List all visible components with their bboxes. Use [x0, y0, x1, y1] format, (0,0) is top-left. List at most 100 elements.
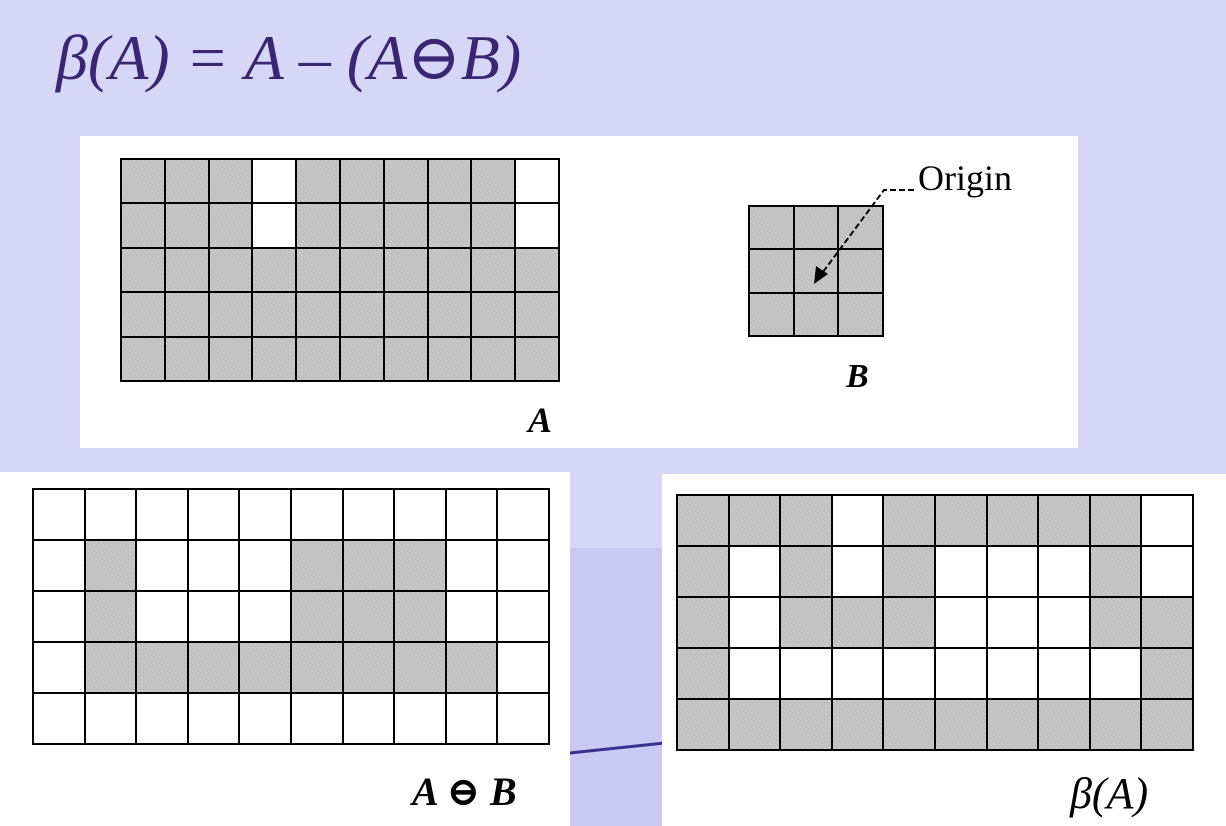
filled-cell: [678, 598, 728, 647]
filled-cell: [395, 592, 445, 641]
filled-cell: [678, 547, 728, 596]
grid-structuring-element-b: [748, 205, 884, 337]
empty-cell: [446, 592, 497, 641]
filled-cell: [297, 204, 339, 247]
empty-cell: [240, 694, 290, 743]
grid-boundary-beta-a: [676, 494, 1194, 751]
filled-cell: [781, 496, 831, 545]
empty-cell: [498, 694, 548, 743]
filled-cell: [832, 598, 883, 647]
filled-cell: [343, 643, 394, 692]
empty-cell: [1039, 598, 1089, 647]
filled-cell: [165, 248, 208, 292]
filled-cell: [794, 207, 838, 249]
filled-cell: [1039, 496, 1089, 545]
empty-cell: [987, 598, 1038, 647]
empty-cell: [395, 694, 445, 743]
empty-cell: [291, 490, 342, 539]
filled-cell: [472, 204, 515, 247]
filled-cell: [987, 496, 1038, 545]
empty-cell: [34, 541, 84, 590]
filled-cell: [428, 248, 471, 292]
filled-cell: [209, 160, 252, 203]
filled-cell: [472, 293, 515, 336]
empty-cell: [34, 592, 84, 641]
filled-cell: [384, 204, 427, 247]
filled-cell: [137, 643, 187, 692]
filled-cell: [1142, 649, 1192, 698]
empty-cell: [1142, 547, 1192, 596]
filled-cell: [1090, 547, 1141, 596]
filled-cell: [1039, 700, 1089, 749]
filled-cell: [428, 204, 471, 247]
filled-cell: [472, 160, 515, 203]
empty-cell: [884, 649, 934, 698]
grid-set-a: [120, 158, 560, 382]
empty-cell: [137, 694, 187, 743]
filled-cell: [122, 337, 164, 380]
filled-cell: [240, 643, 290, 692]
grid-a-erosion-b: [32, 488, 550, 745]
filled-cell: [781, 547, 831, 596]
filled-cell: [343, 592, 394, 641]
filled-cell: [122, 293, 164, 336]
empty-cell: [987, 547, 1038, 596]
label-a-erosion-b: A ⊖ B: [412, 769, 517, 814]
filled-cell: [678, 496, 728, 545]
filled-cell: [781, 598, 831, 647]
empty-cell: [253, 160, 296, 203]
empty-cell: [935, 649, 986, 698]
filled-cell: [428, 160, 471, 203]
filled-cell: [209, 293, 252, 336]
empty-cell: [34, 643, 84, 692]
filled-cell: [395, 541, 445, 590]
filled-cell: [839, 207, 882, 249]
empty-cell: [935, 547, 986, 596]
filled-cell: [750, 250, 793, 292]
filled-cell: [291, 643, 342, 692]
filled-cell: [750, 293, 793, 335]
filled-cell: [165, 337, 208, 380]
filled-cell: [884, 598, 934, 647]
empty-cell: [343, 490, 394, 539]
empty-cell: [832, 547, 883, 596]
empty-cell: [34, 694, 84, 743]
filled-cell: [384, 293, 427, 336]
empty-cell: [516, 204, 558, 247]
label-beta-a: β(A): [1070, 769, 1149, 818]
empty-cell: [137, 592, 187, 641]
filled-cell: [209, 204, 252, 247]
filled-cell: [122, 160, 164, 203]
filled-cell: [165, 293, 208, 336]
filled-cell: [750, 207, 793, 249]
empty-cell: [781, 649, 831, 698]
empty-cell: [240, 490, 290, 539]
empty-cell: [516, 160, 558, 203]
filled-cell: [935, 700, 986, 749]
filled-cell: [678, 700, 728, 749]
empty-cell: [240, 541, 290, 590]
filled-cell: [472, 337, 515, 380]
filled-cell: [472, 248, 515, 292]
filled-cell: [1090, 598, 1141, 647]
origin-label: Origin: [918, 158, 1012, 198]
filled-cell: [253, 337, 296, 380]
filled-cell: [253, 248, 296, 292]
filled-cell: [85, 592, 136, 641]
filled-cell: [297, 160, 339, 203]
empty-cell: [188, 592, 239, 641]
filled-cell: [729, 496, 780, 545]
filled-cell: [122, 204, 164, 247]
filled-cell: [253, 293, 296, 336]
filled-cell: [340, 293, 383, 336]
filled-cell: [165, 160, 208, 203]
empty-cell: [446, 541, 497, 590]
filled-cell: [297, 248, 339, 292]
filled-cell: [209, 337, 252, 380]
filled-cell: [1090, 700, 1141, 749]
empty-cell: [291, 694, 342, 743]
empty-cell: [987, 649, 1038, 698]
empty-cell: [498, 541, 548, 590]
empty-cell: [85, 490, 136, 539]
filled-cell: [340, 337, 383, 380]
